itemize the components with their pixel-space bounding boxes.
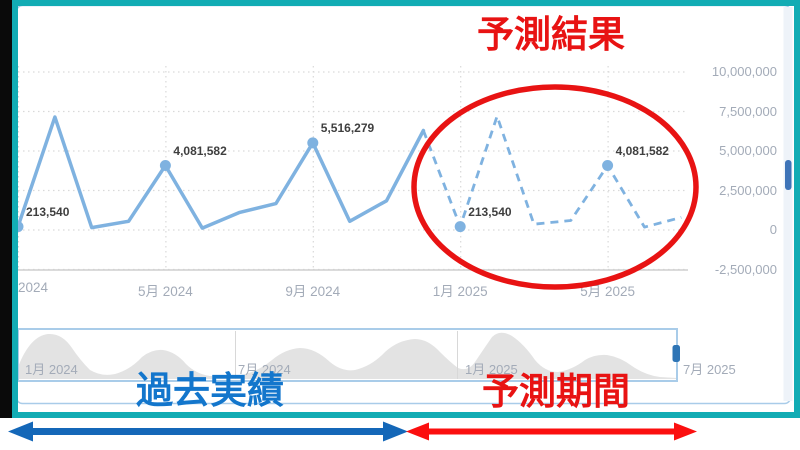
data-point-label: 4,081,582 <box>615 143 669 158</box>
x-axis-tick-label: 1月 2025 <box>432 284 488 299</box>
data-point-label: 213,540 <box>468 204 512 219</box>
past-actual-caption: 過去実績 <box>136 370 284 411</box>
scrollbar-thumb[interactable] <box>785 160 792 190</box>
slider-end-label: 7月 2025 <box>683 362 736 377</box>
data-point-marker <box>602 160 614 172</box>
forecast-period-caption: 予測期間 <box>482 371 630 412</box>
slider-tick-label: 1月 2025 <box>465 362 518 377</box>
x-axis-tick-label: 2024 <box>18 280 49 295</box>
y-axis-tick-label: 7,500,000 <box>719 103 777 119</box>
forecast-line-series <box>422 114 682 229</box>
data-point-label: 5,516,279 <box>320 120 375 135</box>
y-axis-tick-label: -2,500,000 <box>714 261 777 277</box>
range-slider-handle[interactable] <box>672 345 681 362</box>
actual-line-series <box>16 115 426 230</box>
data-point-marker <box>307 137 319 149</box>
slider-tick-label: 1月 2024 <box>25 362 78 377</box>
forecast-highlight-ellipse <box>411 84 699 290</box>
slider-mini-area-chart <box>18 332 677 379</box>
y-axis-tick-label: 10,000,000 <box>711 64 777 79</box>
forecast-period-arrow <box>406 422 697 441</box>
left-black-strip <box>0 0 12 418</box>
y-axis-tick-label: 5,000,000 <box>719 143 777 158</box>
y-axis-tick-label: 0 <box>769 222 777 237</box>
x-axis-tick-label: 5月 2025 <box>580 284 635 299</box>
past-period-arrow <box>8 421 408 442</box>
x-axis-tick-label: 5月 2024 <box>137 284 193 299</box>
x-axis-tick-label: 9月 2024 <box>285 284 341 299</box>
forecast-result-caption: 予測結果 <box>477 14 625 55</box>
data-point-marker <box>454 221 466 233</box>
data-point-label: 4,081,582 <box>173 143 227 158</box>
y-axis-tick-label: 2,500,000 <box>719 182 777 198</box>
scrollbar-track[interactable] <box>783 7 793 401</box>
data-point-label: 213,540 <box>26 204 70 219</box>
data-point-marker <box>159 160 171 172</box>
slider-tick-label: 7月 2024 <box>238 362 291 377</box>
